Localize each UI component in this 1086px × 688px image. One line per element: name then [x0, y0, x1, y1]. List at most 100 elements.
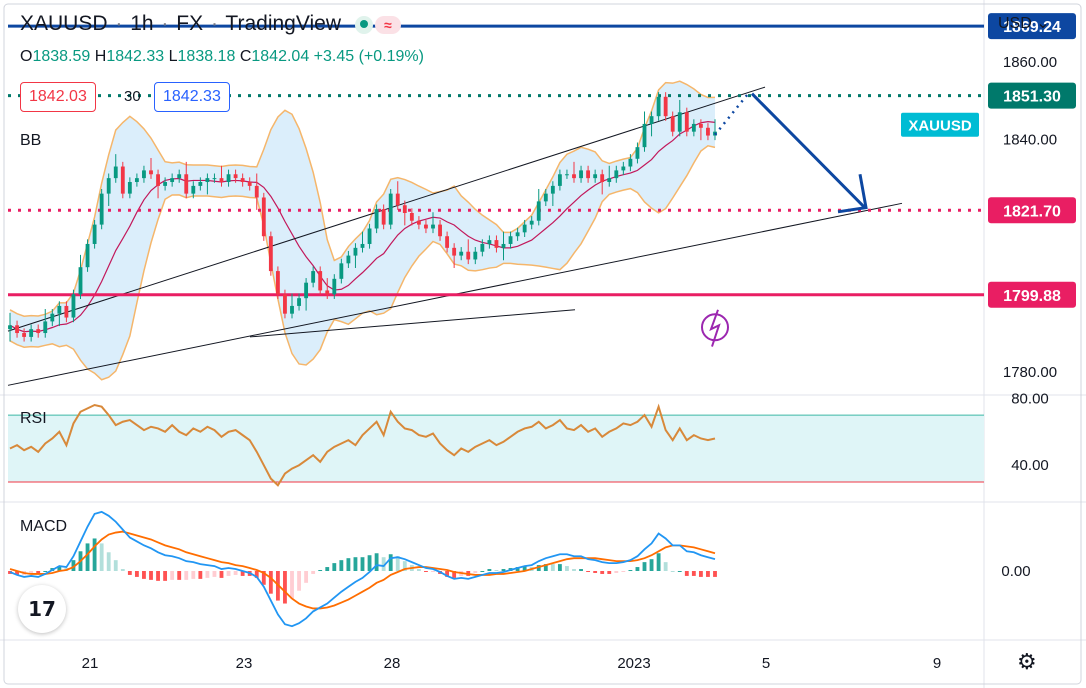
sell-price-button[interactable]: 1842.03 — [20, 82, 96, 112]
candle-body — [177, 174, 182, 179]
candle-body — [607, 178, 612, 183]
macd-histogram-bar — [473, 571, 478, 573]
wave-icon[interactable]: ≈ — [374, 15, 401, 34]
macd-panel: 0.00 — [8, 510, 1031, 628]
symbol-name[interactable]: XAUUSD — [20, 12, 108, 35]
market-status-icon[interactable] — [354, 15, 373, 34]
candle-body — [120, 166, 125, 194]
close-value: 1842.04 — [251, 48, 310, 65]
macd-histogram-bar — [480, 571, 485, 572]
candle-body — [536, 201, 541, 221]
candle-body — [473, 251, 478, 260]
macd-histogram-bar — [536, 565, 541, 571]
macd-histogram-bar — [522, 566, 527, 571]
macd-tick-label: 0.00 — [1001, 563, 1030, 580]
level-price-label: 1869.24 — [1003, 19, 1061, 36]
candle-body — [85, 243, 90, 268]
candle-body — [268, 236, 273, 272]
macd-histogram-bar — [85, 543, 90, 571]
rsi-indicator-label[interactable]: RSI — [20, 410, 47, 427]
candle-body — [656, 96, 661, 117]
bb-indicator-label[interactable]: BB — [20, 132, 42, 149]
macd-histogram-bar — [163, 571, 168, 581]
macd-histogram-bar — [706, 571, 710, 577]
macd-histogram-bar — [656, 553, 661, 571]
candle-body — [621, 166, 626, 171]
macd-histogram-bar — [268, 571, 273, 594]
macd-histogram-bar — [395, 556, 400, 571]
candle-body — [515, 232, 520, 237]
macd-histogram-bar — [607, 571, 612, 574]
buy-price-button[interactable]: 1842.33 — [154, 82, 230, 112]
macd-histogram-bar — [57, 566, 62, 571]
macd-histogram-bar — [332, 563, 337, 571]
candle-body — [353, 247, 358, 256]
candle-body — [628, 158, 633, 167]
macd-histogram-bar — [649, 559, 654, 571]
candle-body — [318, 271, 323, 291]
macd-indicator-label[interactable]: MACD — [20, 518, 68, 535]
macd-histogram-bar — [142, 571, 146, 579]
macd-histogram-bar — [226, 571, 231, 576]
macd-histogram-bar — [663, 562, 668, 571]
candle-body — [424, 224, 428, 229]
macd-line — [9, 510, 716, 628]
macd-histogram-bar — [127, 571, 132, 575]
candle-body — [15, 325, 19, 334]
macd-histogram-bar — [367, 555, 372, 571]
candle-body — [325, 290, 330, 295]
time-tick-label: 28 — [384, 655, 401, 672]
bb-basis — [9, 120, 716, 333]
candle-body — [170, 178, 175, 183]
candle-body — [706, 127, 710, 136]
candle-body — [261, 197, 266, 237]
exchange-label: FX — [176, 12, 204, 35]
time-tick-label: 5 — [762, 655, 770, 672]
rsi-zone — [8, 415, 984, 482]
macd-histogram-bar — [557, 564, 562, 571]
channel-upper-line — [7, 86, 766, 332]
candle-body — [226, 174, 231, 183]
macd-histogram-bar — [15, 571, 19, 575]
macd-histogram-bar — [353, 557, 358, 571]
macd-histogram-bar — [156, 571, 160, 581]
macd-histogram-bar — [691, 571, 696, 576]
candle-body — [219, 178, 224, 183]
candle-body — [64, 305, 69, 318]
macd-histogram-bar — [501, 569, 506, 571]
macd-histogram-bar — [487, 569, 492, 571]
macd-histogram-bar — [621, 571, 626, 572]
macd-histogram-bar — [565, 566, 569, 571]
macd-histogram-bar — [431, 571, 435, 572]
macd-histogram-bar — [191, 571, 196, 579]
interval-label[interactable]: 1h — [130, 12, 154, 35]
level-price-label: 1799.88 — [1003, 288, 1061, 305]
macd-histogram-bar — [346, 558, 351, 571]
candle-body — [106, 178, 111, 194]
macd-histogram-bar — [381, 557, 386, 571]
bb-fill — [10, 81, 715, 380]
currency-dropdown[interactable]: USD ⌄ — [998, 15, 1050, 32]
macd-histogram-bar — [684, 571, 689, 576]
candle-body — [290, 305, 294, 314]
signal-line — [9, 530, 716, 610]
macd-histogram-bar — [642, 562, 647, 571]
candle-body — [332, 278, 337, 295]
gear-icon[interactable]: ⚙ — [1017, 650, 1037, 675]
candle-body — [367, 228, 372, 244]
candle-body — [466, 251, 471, 260]
candle-body — [501, 243, 506, 248]
lightning-bolt — [709, 309, 721, 347]
macd-histogram-bar — [36, 571, 41, 574]
candle-body — [99, 193, 104, 225]
candle-body — [8, 325, 12, 330]
candle-body — [691, 123, 696, 132]
candle-body — [522, 224, 527, 233]
candle-body — [163, 182, 168, 186]
candle-body — [480, 243, 485, 252]
tradingview-logo-icon[interactable]: 17 — [18, 585, 66, 633]
macd-histogram-bar — [99, 543, 104, 571]
macd-histogram-bar — [212, 571, 217, 577]
candle-body — [191, 185, 196, 194]
